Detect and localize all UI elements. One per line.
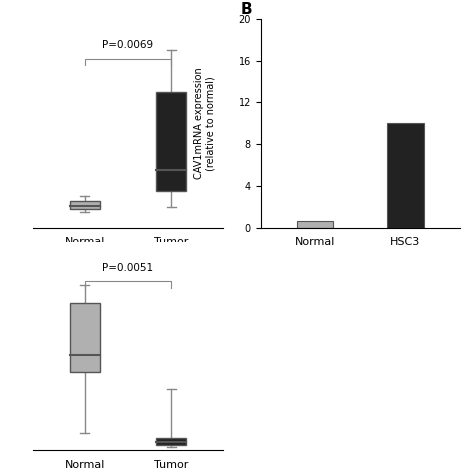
Text: B: B bbox=[241, 2, 253, 17]
Bar bbox=[70, 302, 100, 372]
Bar bbox=[297, 221, 333, 228]
Bar bbox=[70, 201, 100, 209]
Text: CAV1mRNA expression
(relative to normal): CAV1mRNA expression (relative to normal) bbox=[194, 67, 216, 179]
Bar bbox=[156, 92, 186, 191]
Text: P=0.0069: P=0.0069 bbox=[102, 40, 154, 50]
Text: P=0.0051: P=0.0051 bbox=[102, 263, 154, 273]
Bar bbox=[156, 438, 186, 445]
Bar bbox=[387, 123, 424, 228]
